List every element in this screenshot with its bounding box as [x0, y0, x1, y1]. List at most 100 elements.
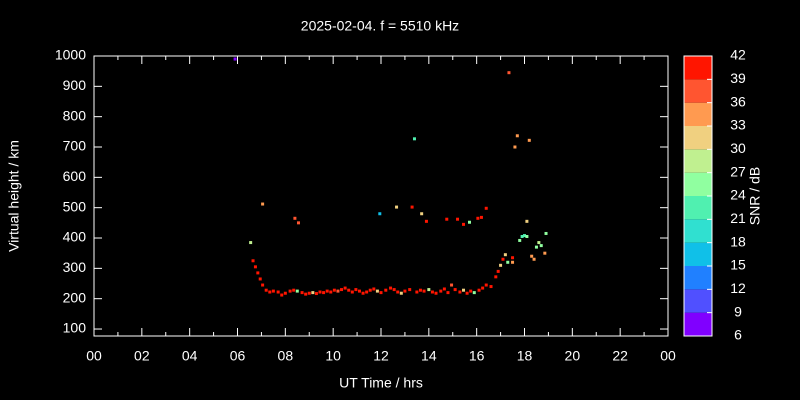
data-point — [513, 145, 517, 149]
data-point — [506, 260, 510, 264]
data-point — [395, 205, 399, 209]
data-point — [372, 287, 376, 291]
data-point — [261, 283, 265, 287]
data-point — [258, 277, 262, 281]
colorbar-block — [684, 312, 712, 336]
data-point — [365, 290, 369, 294]
data-point — [304, 292, 308, 296]
colorbar-tick-label: 18 — [730, 233, 746, 249]
data-point — [499, 263, 503, 267]
x-tick-label: 18 — [517, 348, 533, 364]
data-point — [375, 289, 379, 293]
data-point — [396, 290, 400, 294]
colorbar-tick-label: 12 — [730, 280, 746, 296]
x-tick-label: 12 — [373, 348, 389, 364]
data-point — [477, 288, 481, 292]
data-point — [537, 241, 541, 245]
data-point — [292, 288, 296, 292]
data-point — [494, 275, 498, 279]
y-tick-label: 700 — [63, 138, 87, 154]
data-point — [446, 291, 450, 295]
y-tick-label: 800 — [63, 107, 87, 123]
data-point — [296, 221, 300, 225]
x-tick-label: 00 — [86, 348, 102, 364]
data-point — [462, 288, 466, 292]
data-point — [256, 271, 260, 275]
y-tick-label: 900 — [63, 77, 87, 93]
data-point — [415, 290, 419, 294]
x-tick-label: 10 — [325, 348, 341, 364]
colorbar-tick-label: 36 — [730, 93, 746, 109]
data-point — [445, 217, 449, 221]
data-point — [520, 234, 524, 238]
colorbar-tick-label: 6 — [734, 327, 742, 343]
x-tick-label: 16 — [469, 348, 485, 364]
colorbar-tick-label: 39 — [730, 70, 746, 86]
data-point — [467, 220, 471, 224]
x-tick-label: 00 — [660, 348, 676, 364]
data-point — [496, 269, 500, 273]
colorbar-block — [684, 149, 712, 173]
data-point — [525, 219, 529, 223]
data-point — [527, 138, 531, 142]
data-point — [442, 287, 446, 291]
data-point — [329, 290, 333, 294]
data-point — [462, 222, 466, 226]
data-point — [434, 291, 438, 295]
data-point — [418, 288, 422, 292]
colorbar-block — [684, 242, 712, 266]
y-axis-label: Virtual height / km — [6, 140, 22, 252]
data-point — [422, 289, 426, 293]
data-point — [518, 238, 522, 242]
data-point — [544, 231, 548, 235]
x-tick-label: 02 — [134, 348, 150, 364]
x-tick-label: 20 — [565, 348, 581, 364]
y-tick-label: 200 — [63, 289, 87, 305]
data-point — [484, 283, 488, 287]
colorbar-tick-label: 24 — [730, 187, 746, 203]
data-point — [264, 288, 268, 292]
colorbar-tick-label: 9 — [734, 303, 742, 319]
data-point — [507, 71, 511, 75]
colorbar-block — [684, 219, 712, 243]
data-point — [530, 254, 534, 258]
data-point — [439, 289, 443, 293]
data-point — [280, 293, 284, 297]
data-point — [268, 290, 272, 294]
data-point — [293, 216, 297, 220]
data-point — [261, 202, 265, 206]
data-point — [408, 288, 412, 292]
data-point — [325, 289, 329, 293]
data-point — [378, 212, 382, 216]
data-point — [392, 288, 396, 292]
data-point — [384, 288, 388, 292]
data-point — [511, 260, 515, 264]
data-point — [456, 217, 460, 221]
colorbar-block — [684, 196, 712, 220]
data-point — [489, 285, 493, 289]
x-tick-label: 14 — [421, 348, 437, 364]
data-point — [410, 205, 414, 209]
data-point — [484, 206, 488, 210]
data-point — [523, 234, 526, 238]
data-point — [532, 257, 536, 261]
data-point — [389, 286, 393, 290]
data-point — [251, 259, 255, 263]
data-point — [361, 291, 365, 295]
data-point — [465, 291, 469, 295]
data-point — [340, 288, 344, 292]
data-point — [300, 291, 304, 295]
y-tick-label: 100 — [63, 320, 87, 336]
x-tick-label: 06 — [230, 348, 246, 364]
data-point — [458, 290, 462, 294]
data-point — [350, 290, 354, 294]
data-point — [539, 244, 543, 248]
data-point — [481, 286, 485, 290]
data-point — [427, 288, 431, 292]
data-point — [469, 289, 473, 293]
data-point — [283, 291, 287, 295]
data-point — [399, 291, 403, 295]
chart-title: 2025-02-04. f = 5510 kHz — [301, 18, 459, 34]
data-point — [318, 290, 322, 294]
